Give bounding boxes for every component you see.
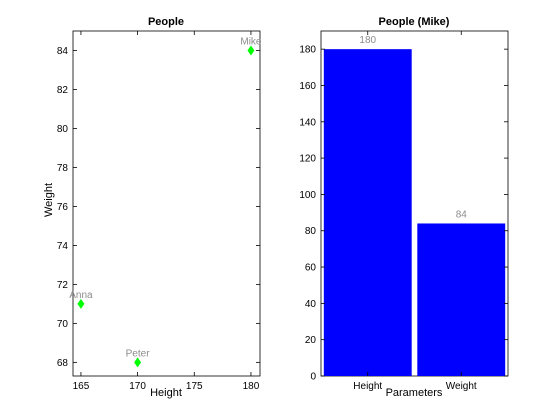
bar-chart: People (Mike) Parameters 180 84 Height Wei… [299,16,509,399]
scatter-x-tick-label: 180 [243,381,260,392]
scatter-y-tick-label: 68 [57,358,69,369]
scatter-point [247,45,255,56]
bar-y-tick-label: 100 [299,190,316,201]
scatter-y-tick-label: 80 [57,124,69,135]
scatter-x-tick-label: 165 [73,381,90,392]
bar-value-label: 180 [359,35,376,46]
scatter-y-tick-label: 82 [57,85,69,96]
bar-y-tick-label: 80 [305,226,317,237]
bar-x-tick-label: Weight [446,381,477,392]
scatter-y-tick-label: 84 [57,46,69,57]
bar-x-axis-label: Parameters [386,387,443,399]
scatter-point-label: Peter [126,348,151,359]
scatter-chart-title: People [148,16,184,28]
bar [323,49,412,376]
scatter-point [134,357,142,368]
scatter-point-label: Mike [240,36,262,47]
scatter-point-label: Anna [69,290,93,301]
bar-y-tick-label: 0 [310,372,316,383]
bar-y-tick-label: 60 [305,263,317,274]
bar-y-tick-label: 120 [299,154,316,165]
scatter-x-tick-label: 170 [129,381,146,392]
scatter-plot-area [72,30,261,377]
scatter-y-tick-label: 76 [57,202,69,213]
bar-value-label: 84 [456,209,468,220]
bar-y-tick-label: 140 [299,117,316,128]
bar-y-tick-label: 40 [305,299,317,310]
scatter-y-axis-label: Weight [43,183,55,217]
bar-y-tick-label: 180 [299,45,316,56]
scatter-x-axis-label: Height [150,387,182,399]
scatter-chart: People Height Weight 165 170 175 180 68 70 72… [43,16,262,399]
bar [417,223,506,376]
bar-chart-title: People (Mike) [379,16,450,28]
bar-x-tick-label: Height [353,381,382,392]
scatter-point [77,298,85,309]
bar-y-tick-label: 160 [299,81,316,92]
scatter-x-tick-label: 175 [186,381,203,392]
scatter-y-tick-label: 70 [57,319,69,330]
scatter-y-tick-label: 74 [57,241,69,252]
scatter-y-tick-label: 72 [57,280,69,291]
bar-y-tick-label: 20 [305,335,317,346]
scatter-y-tick-label: 78 [57,163,69,174]
